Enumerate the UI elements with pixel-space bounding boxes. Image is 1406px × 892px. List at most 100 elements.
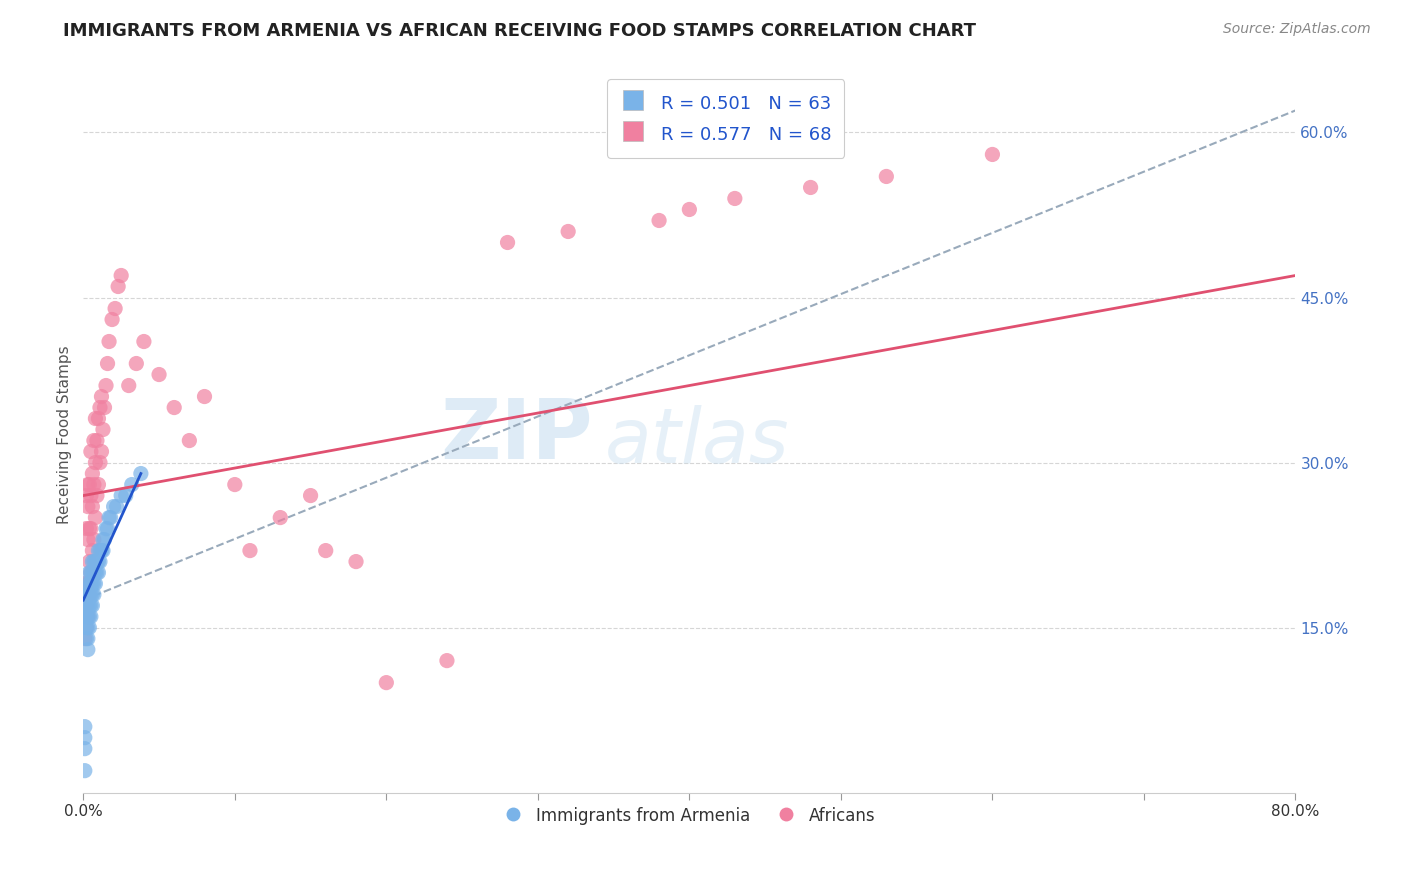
Point — [224, 477, 246, 491]
Point — [94, 378, 117, 392]
Point — [82, 500, 104, 514]
Point — [76, 632, 98, 646]
Point — [76, 621, 98, 635]
Point — [89, 456, 111, 470]
Point — [82, 467, 104, 481]
Point — [76, 500, 98, 514]
Point — [344, 555, 367, 569]
Point — [678, 202, 700, 217]
Point — [90, 444, 112, 458]
Text: ZIP: ZIP — [440, 394, 592, 475]
Point — [496, 235, 519, 250]
Point — [100, 510, 122, 524]
Point — [75, 609, 97, 624]
Point — [93, 401, 115, 415]
Point — [80, 599, 103, 613]
Point — [114, 489, 136, 503]
Point — [83, 576, 105, 591]
Point — [76, 533, 98, 547]
Point — [76, 588, 98, 602]
Point — [557, 225, 579, 239]
Point — [83, 566, 105, 580]
Point — [79, 599, 101, 613]
Point — [87, 566, 110, 580]
Point — [83, 588, 105, 602]
Point — [103, 500, 125, 514]
Point — [875, 169, 897, 184]
Point — [981, 147, 1004, 161]
Point — [82, 599, 104, 613]
Point — [96, 522, 118, 536]
Point — [83, 434, 105, 448]
Point — [80, 444, 103, 458]
Point — [107, 279, 129, 293]
Point — [105, 500, 128, 514]
Point — [179, 434, 201, 448]
Point — [73, 731, 96, 745]
Point — [82, 543, 104, 558]
Point — [80, 588, 103, 602]
Point — [75, 522, 97, 536]
Point — [75, 609, 97, 624]
Y-axis label: Receiving Food Stamps: Receiving Food Stamps — [58, 346, 72, 524]
Point — [299, 489, 322, 503]
Point — [84, 456, 107, 470]
Point — [101, 312, 124, 326]
Legend: Immigrants from Armenia, Africans: Immigrants from Armenia, Africans — [495, 797, 884, 834]
Point — [269, 510, 291, 524]
Point — [73, 764, 96, 778]
Point — [73, 741, 96, 756]
Point — [96, 357, 118, 371]
Point — [125, 357, 148, 371]
Point — [91, 423, 114, 437]
Point — [75, 489, 97, 503]
Point — [76, 609, 98, 624]
Point — [75, 632, 97, 646]
Point — [79, 555, 101, 569]
Point — [76, 642, 98, 657]
Point — [90, 543, 112, 558]
Point — [75, 588, 97, 602]
Point — [82, 566, 104, 580]
Point — [87, 555, 110, 569]
Point — [79, 522, 101, 536]
Point — [80, 609, 103, 624]
Point — [84, 576, 107, 591]
Point — [75, 621, 97, 635]
Point — [84, 411, 107, 425]
Point — [648, 213, 671, 227]
Point — [315, 543, 337, 558]
Point — [93, 533, 115, 547]
Point — [76, 576, 98, 591]
Point — [79, 588, 101, 602]
Point — [76, 599, 98, 613]
Point — [121, 477, 143, 491]
Point — [80, 522, 103, 536]
Point — [89, 543, 111, 558]
Point — [110, 268, 132, 283]
Point — [76, 609, 98, 624]
Point — [724, 192, 747, 206]
Point — [80, 576, 103, 591]
Point — [82, 588, 104, 602]
Point — [80, 566, 103, 580]
Point — [193, 390, 215, 404]
Point — [89, 555, 111, 569]
Point — [84, 566, 107, 580]
Point — [375, 675, 398, 690]
Point — [76, 576, 98, 591]
Point — [79, 576, 101, 591]
Point — [73, 576, 96, 591]
Point — [83, 533, 105, 547]
Point — [118, 378, 141, 392]
Point — [80, 566, 103, 580]
Point — [800, 180, 823, 194]
Point — [80, 489, 103, 503]
Text: IMMIGRANTS FROM ARMENIA VS AFRICAN RECEIVING FOOD STAMPS CORRELATION CHART: IMMIGRANTS FROM ARMENIA VS AFRICAN RECEI… — [63, 22, 976, 40]
Point — [79, 477, 101, 491]
Point — [83, 477, 105, 491]
Point — [79, 566, 101, 580]
Point — [79, 621, 101, 635]
Point — [73, 632, 96, 646]
Point — [90, 390, 112, 404]
